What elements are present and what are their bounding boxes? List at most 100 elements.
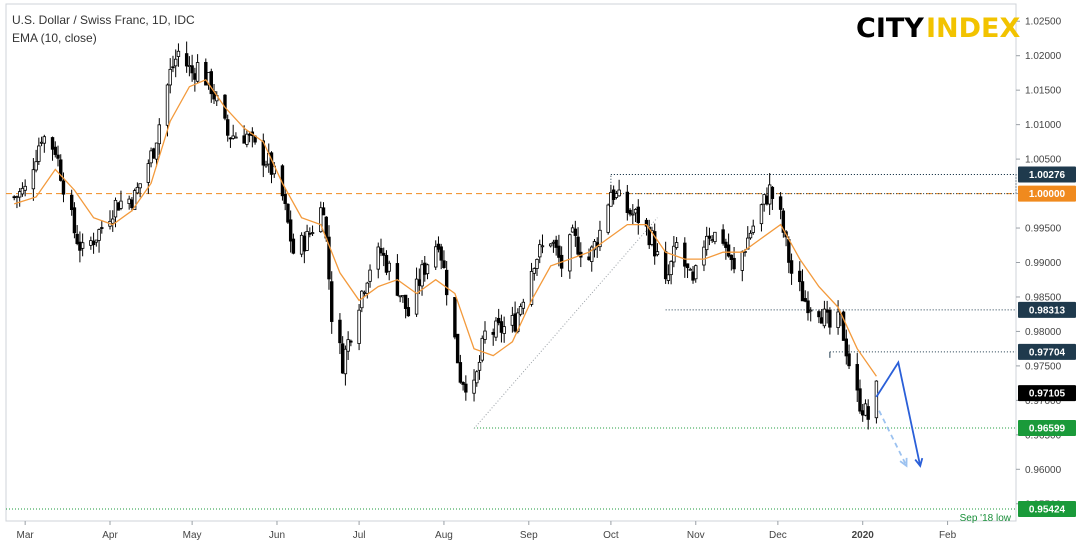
projection-path <box>875 360 922 467</box>
candle-body <box>781 210 786 233</box>
candle-body <box>242 135 246 144</box>
candle-body <box>770 186 775 199</box>
candle-body <box>157 124 161 145</box>
candle-body <box>540 245 545 248</box>
candle-body <box>798 270 802 283</box>
candle-body <box>97 229 101 241</box>
y-tick-label: 1.00500 <box>1025 155 1062 166</box>
y-tick-label: 1.01500 <box>1025 86 1062 97</box>
x-tick-label: Mar <box>17 530 35 541</box>
candle-body <box>291 238 296 254</box>
x-tick-label: Apr <box>102 530 118 541</box>
candle-body <box>663 251 668 280</box>
candle-body <box>767 184 772 205</box>
candle-body <box>340 343 345 374</box>
candle-body <box>245 133 249 145</box>
candle-body <box>652 231 657 257</box>
x-tick-label: Jun <box>269 530 285 541</box>
candle-body <box>847 353 851 367</box>
candle-body <box>299 234 304 255</box>
candle-body <box>631 213 635 216</box>
candle-body <box>94 239 99 243</box>
candle-body <box>146 163 151 183</box>
candle-body <box>573 228 578 236</box>
candle-body <box>398 295 402 298</box>
candle-body <box>305 231 309 251</box>
price-tags: 1.00276 1.00000 0.98313 0.97704 0.96599 0.954… <box>1018 166 1076 518</box>
candle-body <box>31 169 36 190</box>
candle-body <box>310 232 315 234</box>
candle-body <box>288 219 293 242</box>
candle-body <box>149 150 153 164</box>
candle-body <box>34 161 38 171</box>
price-level-tag-bg <box>1018 185 1076 202</box>
candle-body <box>614 193 619 198</box>
price-level-tag: 1.00000 <box>1029 189 1066 200</box>
candle-body <box>800 281 805 302</box>
candle-body <box>713 231 717 243</box>
candle-body <box>625 191 630 213</box>
candle-body <box>825 309 829 313</box>
projection-arrowhead <box>914 457 924 468</box>
candle-body <box>403 294 408 309</box>
candle-body <box>414 278 419 315</box>
candle-body <box>455 333 460 364</box>
candle-body <box>633 209 638 214</box>
candle-body <box>135 186 140 194</box>
candle-body <box>37 145 41 162</box>
candle-body <box>721 229 725 244</box>
candle-body <box>672 245 676 263</box>
price-levels-layer: Sep '18 low <box>6 174 1017 524</box>
candle-body <box>193 73 197 80</box>
candle-body <box>343 348 348 375</box>
indicator-label: EMA (10, close) <box>12 31 97 45</box>
x-axis: Mar Apr May Jun Jul Aug Sep Oct Nov Dec 2020 Feb <box>17 521 957 541</box>
candle-body <box>261 140 265 166</box>
candle-body <box>365 282 370 294</box>
candle-body <box>472 379 476 394</box>
candle-body <box>828 309 832 328</box>
projection-path <box>878 410 908 467</box>
candle-body <box>475 371 479 384</box>
annotations-layer <box>473 217 924 468</box>
candle-body <box>368 269 372 282</box>
price-level-tag-bg <box>1018 343 1076 360</box>
candle-body <box>855 364 859 391</box>
candle-body <box>548 243 553 247</box>
candle-body <box>61 180 66 195</box>
candle-body <box>746 237 750 250</box>
candle-body <box>705 235 709 251</box>
candle-body <box>570 227 575 233</box>
candle-body <box>20 187 25 195</box>
candle-body <box>444 269 449 296</box>
candle-body <box>809 309 813 312</box>
candle-body <box>787 239 791 263</box>
candle-body <box>423 262 427 275</box>
candle-body <box>496 317 501 324</box>
candle-body <box>406 307 411 317</box>
price-level-tag-bg <box>1018 301 1076 318</box>
candle-body <box>387 262 391 272</box>
candle-body <box>187 65 192 67</box>
candle-body <box>724 241 728 248</box>
logo-text-city: CITY <box>856 13 924 44</box>
logo-text-index: INDEX <box>926 13 1020 44</box>
candle-body <box>694 265 698 280</box>
ema-line <box>14 78 877 377</box>
candle-body <box>453 297 457 338</box>
candle-body <box>590 246 594 262</box>
y-tick-label: 0.98500 <box>1025 292 1062 303</box>
candle-body <box>480 337 484 361</box>
candle-body <box>858 388 862 412</box>
candle-body <box>691 271 695 281</box>
candle-body <box>50 137 55 150</box>
candle-body <box>384 254 389 273</box>
candle-body <box>674 242 679 248</box>
last-price-tag: 0.97105 <box>1029 389 1066 400</box>
candle-body <box>59 159 63 181</box>
candle-body <box>302 235 307 252</box>
candle-body <box>494 320 498 338</box>
candle-body <box>866 406 870 420</box>
candle-body <box>327 236 331 280</box>
